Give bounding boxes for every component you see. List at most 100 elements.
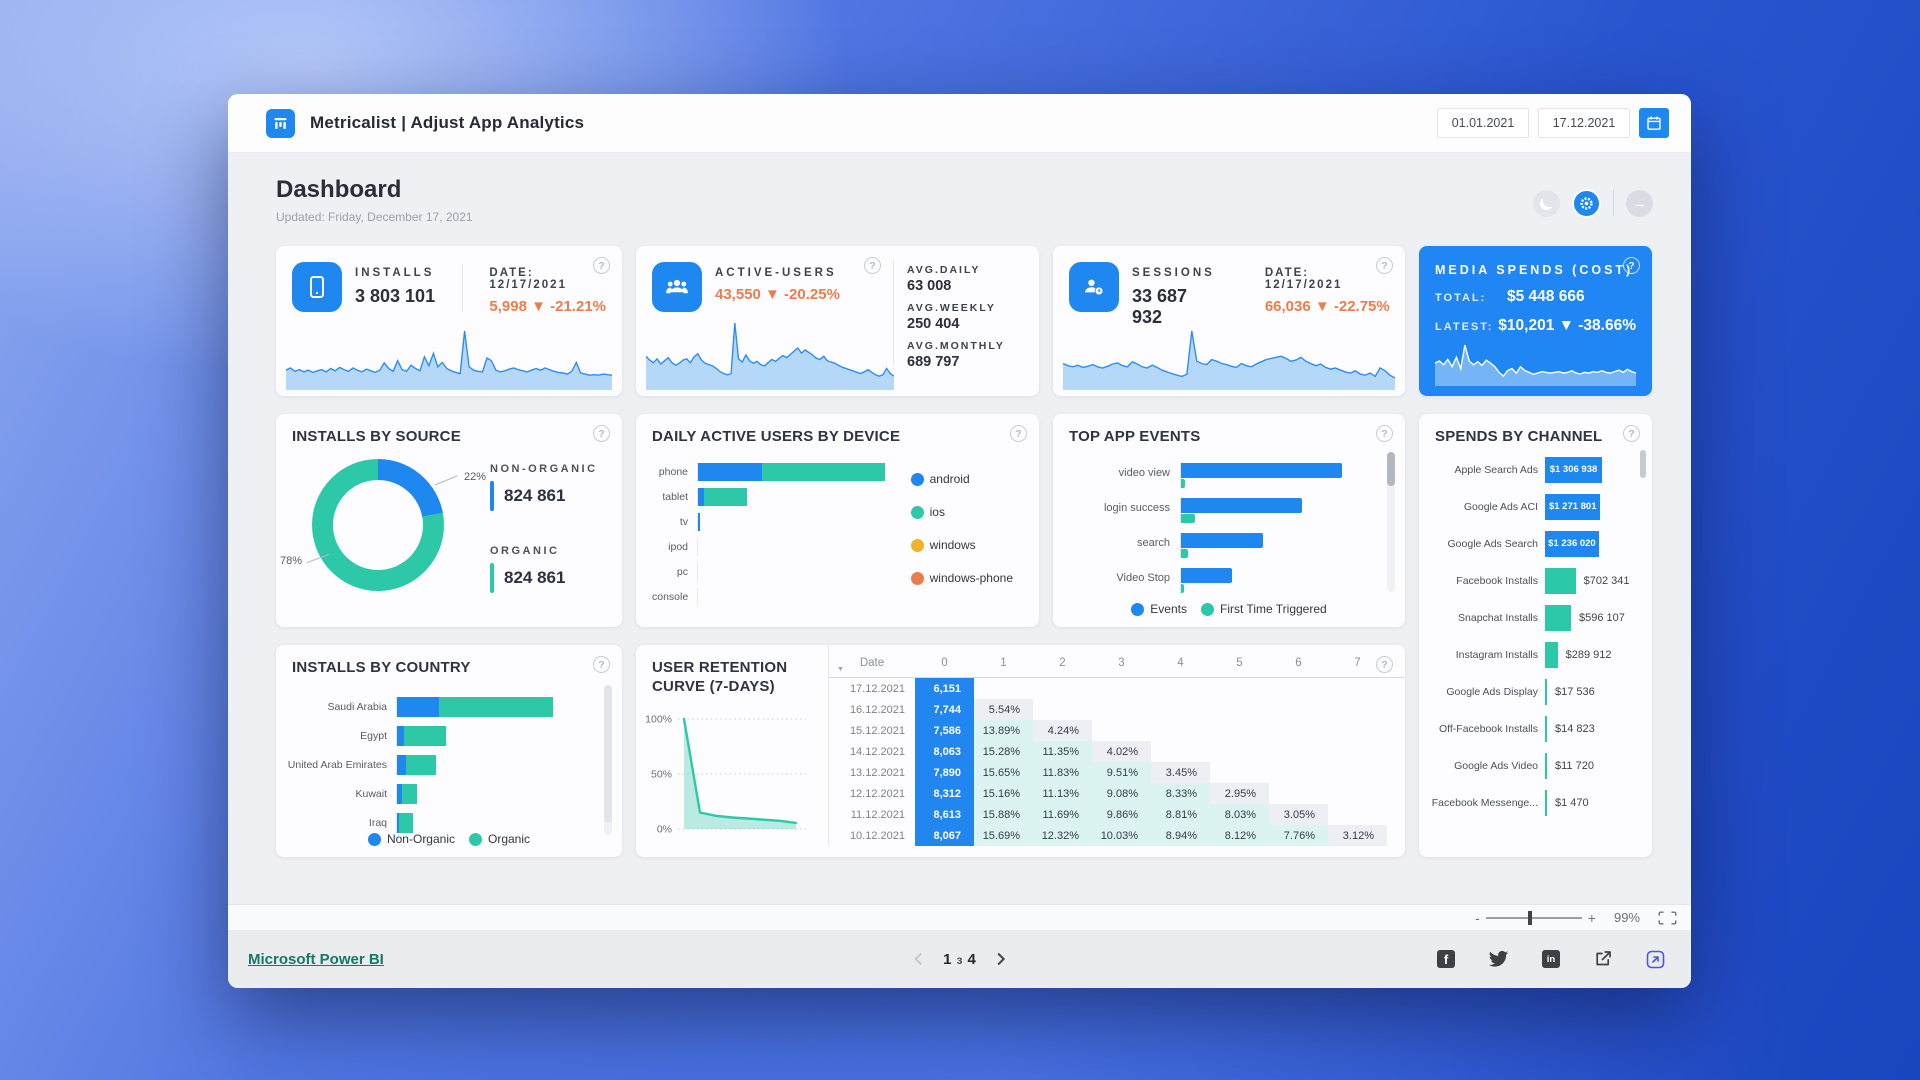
value-cell[interactable]: 15.28% bbox=[974, 741, 1033, 762]
value-cell[interactable]: 8,613 bbox=[915, 804, 974, 825]
facebook-share-button[interactable]: f bbox=[1437, 950, 1455, 968]
events-bar[interactable] bbox=[1181, 498, 1302, 513]
value-cell[interactable]: 8.94% bbox=[1151, 825, 1210, 846]
scrollbar-thumb[interactable] bbox=[1387, 452, 1395, 486]
first-time-bar[interactable] bbox=[1181, 549, 1188, 558]
value-cell[interactable]: 3.12% bbox=[1328, 825, 1387, 846]
value-cell[interactable]: 9.08% bbox=[1092, 783, 1151, 804]
value-cell[interactable]: 8,067 bbox=[915, 825, 974, 846]
bar-segment-android[interactable] bbox=[698, 487, 704, 506]
bar-segment-organic[interactable] bbox=[439, 696, 553, 717]
bar-segment-non-organic[interactable] bbox=[397, 696, 439, 717]
zoom-slider-thumb[interactable] bbox=[1527, 910, 1532, 925]
value-cell[interactable]: 7.76% bbox=[1269, 825, 1328, 846]
events-bar[interactable] bbox=[1181, 463, 1342, 478]
value-cell[interactable]: 5.54% bbox=[974, 699, 1033, 720]
help-icon[interactable]: ? bbox=[593, 425, 610, 442]
value-cell[interactable]: 7,744 bbox=[915, 699, 974, 720]
first-time-bar[interactable] bbox=[1181, 479, 1185, 488]
bar-segment-organic[interactable] bbox=[402, 783, 417, 804]
scrollbar[interactable] bbox=[1387, 452, 1395, 592]
column-header[interactable]: 0 bbox=[941, 657, 948, 669]
prev-page-button[interactable] bbox=[912, 952, 923, 966]
scrollbar-thumb[interactable] bbox=[604, 685, 612, 823]
events-bar[interactable] bbox=[1181, 568, 1232, 583]
linkedin-share-button[interactable]: in bbox=[1542, 950, 1560, 968]
value-cell[interactable]: 15.16% bbox=[974, 783, 1033, 804]
value-cell[interactable]: 8.03% bbox=[1210, 804, 1269, 825]
bar-segment-organic[interactable] bbox=[399, 812, 413, 833]
value-cell[interactable]: 9.51% bbox=[1092, 762, 1151, 783]
value-cell[interactable]: 8.33% bbox=[1151, 783, 1210, 804]
bar-segment-non-organic[interactable] bbox=[397, 725, 404, 746]
scrollbar-thumb[interactable] bbox=[1640, 450, 1646, 478]
value-cell[interactable]: 7,586 bbox=[915, 720, 974, 741]
zoom-in-button[interactable]: + bbox=[1587, 909, 1596, 926]
twitter-share-button[interactable] bbox=[1488, 950, 1509, 968]
help-icon[interactable]: ? bbox=[1376, 656, 1393, 673]
events-bar[interactable] bbox=[1181, 533, 1263, 548]
open-in-powerbi-button[interactable] bbox=[1646, 950, 1665, 969]
bar-segment-android[interactable] bbox=[698, 512, 700, 531]
value-cell[interactable]: 4.24% bbox=[1033, 720, 1092, 741]
sort-icon[interactable]: ▼ bbox=[837, 666, 844, 673]
column-header[interactable]: 1 bbox=[1000, 657, 1007, 669]
next-page-button[interactable] bbox=[996, 952, 1007, 966]
value-cell[interactable]: 8,312 bbox=[915, 783, 974, 804]
date-to-input[interactable]: 17.12.2021 bbox=[1538, 108, 1630, 138]
bar-segment-organic[interactable] bbox=[406, 754, 436, 775]
value-cell[interactable]: 3.05% bbox=[1269, 804, 1328, 825]
value-cell[interactable]: 11.35% bbox=[1033, 741, 1092, 762]
spend-bar[interactable] bbox=[1545, 641, 1558, 668]
source-donut-chart[interactable] bbox=[312, 459, 444, 591]
help-icon[interactable]: ? bbox=[1623, 425, 1640, 442]
value-cell[interactable]: 11.83% bbox=[1033, 762, 1092, 783]
settings-button[interactable] bbox=[1572, 188, 1601, 218]
value-cell[interactable]: 15.65% bbox=[974, 762, 1033, 783]
value-cell[interactable]: 10.03% bbox=[1092, 825, 1151, 846]
bar-segment-ios[interactable] bbox=[762, 462, 885, 481]
bar-segment-non-organic[interactable] bbox=[397, 812, 399, 833]
zoom-slider[interactable] bbox=[1485, 910, 1582, 925]
spend-bar[interactable]: $1 271 801 bbox=[1545, 493, 1601, 520]
scrollbar[interactable] bbox=[604, 685, 612, 835]
help-icon[interactable]: ? bbox=[593, 656, 610, 673]
spend-bar[interactable] bbox=[1545, 715, 1547, 742]
share-button[interactable] bbox=[1593, 949, 1613, 969]
value-cell[interactable]: 2.95% bbox=[1210, 783, 1269, 804]
spend-bar[interactable] bbox=[1545, 789, 1547, 816]
value-cell[interactable]: 13.89% bbox=[974, 720, 1033, 741]
spend-bar[interactable]: $1 306 938 bbox=[1545, 456, 1602, 483]
column-header[interactable]: 2 bbox=[1059, 657, 1066, 669]
bar-segment-non-organic[interactable] bbox=[397, 754, 406, 775]
value-cell[interactable]: 6,151 bbox=[915, 678, 974, 699]
column-header[interactable]: 6 bbox=[1295, 657, 1302, 669]
spend-bar[interactable] bbox=[1545, 678, 1547, 705]
column-header[interactable]: 5 bbox=[1236, 657, 1243, 669]
spend-bar[interactable]: $1 236 020 bbox=[1545, 530, 1599, 557]
dark-mode-button[interactable] bbox=[1533, 189, 1560, 217]
column-header[interactable]: Date bbox=[859, 657, 885, 669]
help-icon[interactable]: ? bbox=[593, 257, 610, 274]
value-cell[interactable]: 12.32% bbox=[1033, 825, 1092, 846]
value-cell[interactable]: 3.45% bbox=[1151, 762, 1210, 783]
first-time-bar[interactable] bbox=[1181, 514, 1195, 523]
column-header[interactable]: 3 bbox=[1118, 657, 1125, 669]
value-cell[interactable]: 11.69% bbox=[1033, 804, 1092, 825]
value-cell[interactable]: 8.12% bbox=[1210, 825, 1269, 846]
value-cell[interactable]: 8.81% bbox=[1151, 804, 1210, 825]
spend-bar[interactable] bbox=[1545, 567, 1576, 594]
column-header[interactable]: 7 bbox=[1354, 657, 1361, 669]
spend-bar[interactable] bbox=[1545, 752, 1547, 779]
next-page-arrow-button[interactable]: → bbox=[1626, 189, 1653, 217]
value-cell[interactable]: 15.88% bbox=[974, 804, 1033, 825]
value-cell[interactable]: 8,063 bbox=[915, 741, 974, 762]
spend-bar[interactable] bbox=[1545, 604, 1571, 631]
value-cell[interactable]: 11.13% bbox=[1033, 783, 1092, 804]
bar-segment-non-organic[interactable] bbox=[397, 783, 402, 804]
help-icon[interactable]: ? bbox=[1010, 425, 1027, 442]
value-cell[interactable]: 15.69% bbox=[974, 825, 1033, 846]
calendar-button[interactable] bbox=[1639, 108, 1669, 138]
help-icon[interactable]: ? bbox=[1376, 257, 1393, 274]
column-header[interactable]: 4 bbox=[1177, 657, 1184, 669]
